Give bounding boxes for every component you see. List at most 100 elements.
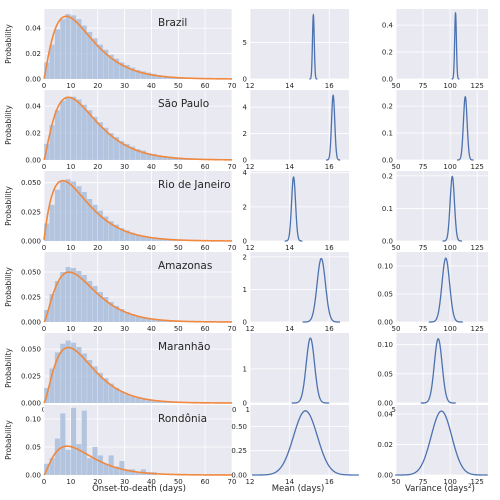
histogram-bar: [146, 400, 152, 403]
y-tick-label: 0.10: [377, 341, 393, 349]
region-label: São Paulo: [158, 98, 209, 110]
x-tick-label: 75: [419, 244, 428, 252]
y-tick-label: 0.05: [25, 444, 41, 452]
x-tick-label: 40: [147, 478, 156, 486]
mean-density-curve: [251, 410, 359, 476]
y-tick-label: 0.02: [25, 50, 41, 58]
y-tick-label: 0.04: [25, 103, 41, 111]
x-tick-label: 16: [325, 325, 334, 333]
plot-area: [250, 333, 349, 403]
histogram-bar: [135, 472, 141, 475]
histogram-bar: [49, 294, 55, 322]
histogram-bar: [92, 366, 98, 403]
histogram-bar: [135, 316, 141, 322]
y-tick-label: 0: [243, 238, 247, 246]
histogram-bar: [71, 96, 77, 160]
histogram-bar: [140, 399, 146, 403]
plot-area: [396, 171, 488, 241]
y-tick-label: 0.050: [21, 346, 41, 354]
histogram-bar: [65, 96, 71, 160]
histogram-bar: [130, 232, 136, 241]
x-tick-label: 125: [470, 163, 483, 171]
histogram-bar: [97, 44, 103, 79]
histogram-bar: [65, 449, 71, 475]
histogram-bar: [124, 312, 130, 322]
histogram-bar: [76, 347, 82, 403]
y-tick-label: 0.1: [382, 205, 393, 213]
histogram-bar: [108, 54, 114, 79]
x-tick-label: 40: [147, 325, 156, 333]
histogram-bar: [124, 394, 130, 403]
plot-area: [250, 252, 349, 322]
x-tick-label: 100: [443, 478, 456, 486]
y-tick-label: 5: [243, 39, 247, 47]
histogram-bar: [97, 292, 103, 322]
y-tick-label: 0.1: [382, 130, 393, 138]
histogram-bar: [97, 122, 103, 160]
region-label: Rio de Janeiro: [158, 179, 231, 191]
histogram-bar: [140, 150, 146, 160]
x-tick-label: 0: [42, 244, 46, 252]
histogram-bar: [124, 65, 130, 79]
histogram-bar: [151, 73, 157, 79]
panel-5-0: 0 10 20 30 40 50 60 70 0.00 0.05 0.10 Rondônia Proba…: [4, 405, 236, 486]
histogram-bar: [156, 320, 163, 322]
y-tick-label: 0.10: [25, 416, 41, 424]
histogram-bar: [54, 110, 60, 160]
x-tick-label: 16: [325, 244, 334, 252]
y-axis-label: Probability: [4, 186, 13, 226]
panel-1-2: 50 75 100 125 0.0 0.1 0.2: [382, 90, 488, 171]
y-tick-label: 0.00: [377, 400, 393, 408]
histogram-bar: [113, 387, 120, 403]
plot-area: [396, 9, 488, 79]
histogram-bar: [92, 447, 98, 475]
x-tick-label: 50: [174, 478, 183, 486]
y-axis-label: Probability: [4, 267, 13, 307]
x-tick-label: 0: [42, 163, 46, 171]
panel-2-2: 50 75 100 125 0.0 0.1 0.2: [382, 171, 488, 252]
histogram-bar: [81, 192, 87, 241]
histogram-bar: [87, 31, 93, 80]
histogram-bar: [76, 99, 82, 160]
histogram-bar: [119, 391, 125, 403]
variance-density-curve: [442, 175, 463, 242]
x-tick-label: 10: [66, 478, 75, 486]
y-tick-label: 0.10: [377, 263, 393, 271]
histogram-bar: [92, 204, 98, 241]
x-tick-label: 16: [325, 163, 334, 171]
histogram-bar: [76, 186, 82, 241]
fitted-gamma-curve: [43, 271, 233, 323]
y-tick-label: 0: [243, 76, 247, 84]
y-tick-label: 0.25: [231, 447, 247, 455]
region-label: Brazil: [158, 17, 187, 29]
histogram-bar: [49, 44, 55, 79]
histogram-bar: [103, 463, 109, 475]
y-tick-label: 0.05: [377, 370, 393, 378]
panel-2-0: 0 10 20 30 40 50 60 70 0.000 0.025 0.050 Rio de Jan…: [4, 171, 236, 252]
y-tick-label: 2: [243, 253, 247, 261]
histogram-bar: [140, 71, 146, 79]
y-tick-label: 0.025: [21, 208, 41, 216]
x-tick-label: 10: [66, 163, 75, 171]
y-axis-label: Probability: [4, 348, 13, 388]
histogram-bar: [65, 14, 71, 79]
panel-3-0: 0 10 20 30 40 50 60 70 0.000 0.025 0.050 Amazonas Pr…: [4, 252, 236, 333]
x-tick-label: 10: [66, 325, 75, 333]
x-tick-label: 0: [42, 325, 46, 333]
y-tick-label: 0.000: [21, 238, 41, 246]
x-tick-label: 60: [201, 244, 210, 252]
histogram-bar: [60, 181, 66, 241]
histogram-bar: [103, 49, 109, 79]
histogram-bar: [92, 116, 98, 160]
histogram-bar: [76, 444, 82, 475]
x-tick-label: 30: [120, 163, 129, 171]
panel-5-1: 12 14 16 0.00 0.25 0.50: [231, 405, 359, 486]
y-tick-label: 0.2: [382, 49, 393, 57]
y-tick-label: 2: [243, 130, 247, 138]
histogram-bar: [130, 396, 136, 403]
x-tick-label: 60: [201, 478, 210, 486]
plot-area: [250, 405, 349, 475]
y-tick-label: 0.05: [377, 291, 393, 299]
histogram-bar: [103, 127, 109, 160]
